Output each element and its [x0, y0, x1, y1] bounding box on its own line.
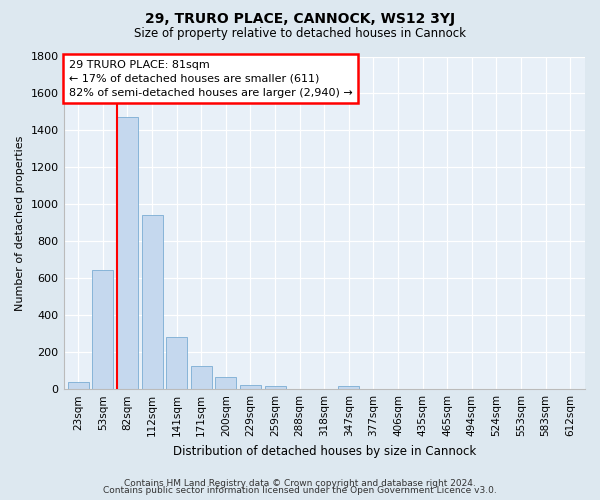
Bar [338, 386, 359, 389]
Text: Contains HM Land Registry data © Crown copyright and database right 2024.: Contains HM Land Registry data © Crown c… [124, 478, 476, 488]
Bar [191, 366, 212, 389]
Text: 29, TRURO PLACE, CANNOCK, WS12 3YJ: 29, TRURO PLACE, CANNOCK, WS12 3YJ [145, 12, 455, 26]
Y-axis label: Number of detached properties: Number of detached properties [15, 135, 25, 310]
X-axis label: Distribution of detached houses by size in Cannock: Distribution of detached houses by size … [173, 444, 476, 458]
Bar [92, 270, 113, 389]
Text: Contains public sector information licensed under the Open Government Licence v3: Contains public sector information licen… [103, 486, 497, 495]
Text: 29 TRURO PLACE: 81sqm
← 17% of detached houses are smaller (611)
82% of semi-det: 29 TRURO PLACE: 81sqm ← 17% of detached … [69, 60, 353, 98]
Bar [240, 385, 261, 389]
Bar [142, 216, 163, 389]
Bar [265, 386, 286, 389]
Bar [117, 116, 138, 389]
Bar [166, 336, 187, 389]
Bar [68, 382, 89, 389]
Text: Size of property relative to detached houses in Cannock: Size of property relative to detached ho… [134, 28, 466, 40]
Bar [215, 377, 236, 389]
